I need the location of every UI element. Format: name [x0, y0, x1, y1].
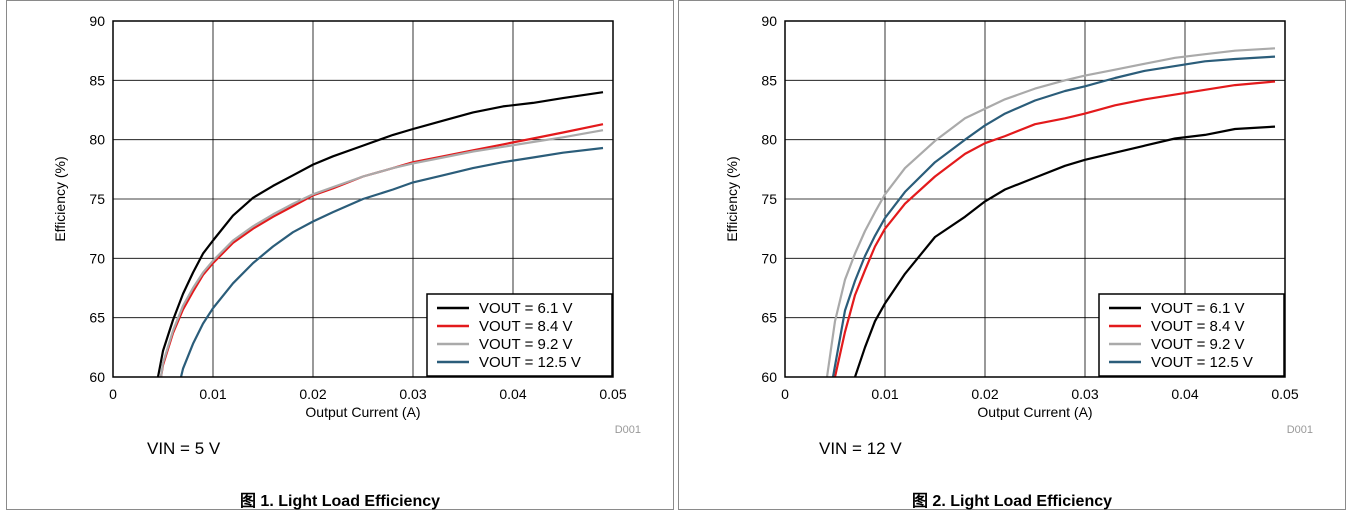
figure-2: 0 0.01 0.02 0.03 0.04 0.05 60 65 70 75 80 85 90 Outpu… — [678, 0, 1346, 510]
x-tick-label: 0.03 — [1071, 386, 1098, 402]
x-tick-label: 0.05 — [1271, 386, 1298, 402]
y-axis-label: Efficiency (%) — [724, 156, 740, 241]
y-tick-label: 90 — [761, 13, 777, 29]
figure-id-label: D001 — [1287, 424, 1313, 436]
y-tick-label: 80 — [89, 132, 105, 148]
x-tick-label: 0.03 — [399, 386, 426, 402]
figure-caption: 图 1. Light Load Efficiency — [239, 493, 441, 510]
series-line — [159, 123, 604, 377]
plot-frame — [112, 20, 614, 378]
plot-frame — [784, 20, 1286, 378]
y-tick-label: 65 — [89, 310, 105, 326]
x-tick-label: 0.05 — [599, 386, 626, 402]
x-tick-label: 0.04 — [499, 386, 526, 402]
figure-1: 0 0.01 0.02 0.03 0.04 0.05 60 65 70 75 80 85 90 Outpu… — [6, 0, 674, 510]
legend-label: VOUT = 12.5 V — [479, 354, 581, 371]
x-axis-label: Output Current (A) — [977, 404, 1092, 420]
legend-label: VOUT = 12.5 V — [1151, 354, 1253, 371]
series-line — [853, 125, 1276, 377]
vin-note: VIN = 12 V — [819, 439, 902, 458]
series-line — [825, 47, 1276, 377]
y-tick-label: 65 — [761, 310, 777, 326]
legend-label: VOUT = 6.1 V — [1151, 300, 1245, 317]
series-line — [831, 55, 1276, 377]
chart-2: 0 0.01 0.02 0.03 0.04 0.05 60 65 70 75 80 85 90 Outpu… — [724, 13, 1313, 436]
y-axis-label: Efficiency (%) — [52, 156, 68, 241]
series-line — [159, 129, 604, 377]
x-tick-label: 0.01 — [871, 386, 898, 402]
series-line — [833, 80, 1276, 377]
x-axis-label: Output Current (A) — [305, 404, 420, 420]
figure-caption: 图 2. Light Load Efficiency — [911, 493, 1113, 510]
x-tick-label: 0 — [781, 386, 789, 402]
y-tick-label: 90 — [89, 13, 105, 29]
series-line — [156, 91, 604, 377]
legend-label: VOUT = 9.2 V — [479, 336, 573, 353]
legend-label: VOUT = 6.1 V — [479, 300, 573, 317]
y-tick-label: 85 — [89, 72, 105, 88]
x-tick-label: 0.01 — [199, 386, 226, 402]
y-tick-label: 75 — [761, 191, 777, 207]
x-tick-label: 0 — [109, 386, 117, 402]
y-tick-label: 70 — [761, 250, 777, 266]
figure-id-label: D001 — [615, 424, 641, 436]
legend-label: VOUT = 9.2 V — [1151, 336, 1245, 353]
series-line — [179, 146, 604, 377]
y-tick-label: 70 — [89, 250, 105, 266]
y-tick-label: 85 — [761, 72, 777, 88]
vin-note: VIN = 5 V — [147, 439, 221, 458]
x-tick-label: 0.02 — [299, 386, 326, 402]
legend-label: VOUT = 8.4 V — [479, 318, 573, 335]
x-tick-label: 0.02 — [971, 386, 998, 402]
x-tick-label: 0.04 — [1171, 386, 1198, 402]
y-tick-label: 60 — [89, 369, 105, 385]
y-tick-label: 80 — [761, 132, 777, 148]
y-tick-label: 75 — [89, 191, 105, 207]
chart-1: 0 0.01 0.02 0.03 0.04 0.05 60 65 70 75 80 85 90 Outpu… — [52, 13, 641, 436]
y-tick-label: 60 — [761, 369, 777, 385]
legend-label: VOUT = 8.4 V — [1151, 318, 1245, 335]
